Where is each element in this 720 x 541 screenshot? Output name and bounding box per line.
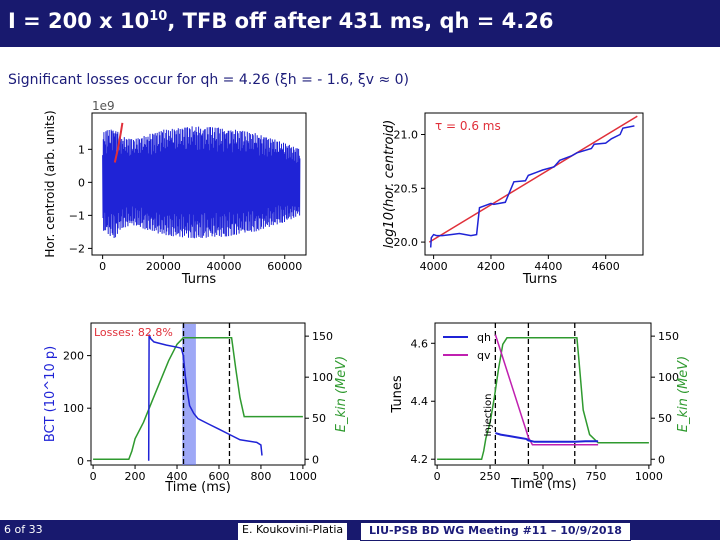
- bct-chart: 0 200 400 600 800 1000 0 100 200 0 50 100 150 Losses…: [43, 322, 349, 495]
- legend-label-qv: qv: [477, 349, 491, 362]
- footer: 6 of 33 E. Koukovini-Platia LIU-PSB BD W…: [0, 520, 720, 541]
- x-tick-label: 200: [125, 470, 146, 483]
- plot-frame: [424, 112, 644, 256]
- x-tick-label: 0: [99, 260, 106, 273]
- y-tick-label: 4.6: [411, 337, 429, 350]
- slide-subtitle: Significant losses occur for qh = 4.26 (…: [8, 72, 410, 88]
- x-tick-label: 250: [480, 470, 501, 483]
- x-tick-label: 400: [167, 470, 188, 483]
- y2-tick-label: 150: [312, 330, 333, 343]
- centroid-signal: [102, 126, 301, 239]
- y-tick-label: 21.0: [394, 129, 419, 142]
- y2-tick-label: 100: [658, 371, 679, 384]
- x-tick-label: 500: [533, 470, 554, 483]
- x-tick-label: 600: [208, 470, 229, 483]
- title-bar: I = 200 x 1010, TFB off after 431 ms, qh…: [0, 0, 720, 47]
- tunes-chart: 0 250 500 750 1000 4.2 4.4 4.6 0 50 100 150 qh qv I…: [390, 322, 691, 483]
- title-pre: I = 200 x 10: [8, 9, 150, 33]
- x-tick-label: 0: [90, 470, 97, 483]
- y-axis-label: Tunes: [390, 375, 405, 413]
- y-tick-label: 0: [77, 455, 84, 468]
- plot-frame: [434, 322, 652, 466]
- footer-author: E. Koukovini-Platia: [238, 523, 348, 540]
- footer-meeting: LIU-PSB BD WG Meeting #11 – 10/9/2018: [360, 522, 631, 541]
- y-tick-label: 200: [63, 350, 84, 363]
- turns-chart: 0 20000 40000 60000 −2 −1 0 1 1e9 Turns Hor. ce…: [43, 99, 307, 287]
- y-tick-label: 100: [63, 402, 84, 415]
- x-axis-label: Turns: [522, 272, 558, 287]
- y2-tick-label: 100: [312, 371, 333, 384]
- x-tick-label: 40000: [207, 260, 242, 273]
- x-tick-label: 60000: [267, 260, 302, 273]
- y2-axis-label: E_kin (MeV): [334, 356, 349, 432]
- y2-tick-label: 50: [658, 412, 672, 425]
- offset-label: 1e9: [92, 99, 115, 113]
- x-tick-label: 800: [250, 470, 271, 483]
- y-axis-label: Hor. centroid (arb. units): [43, 110, 57, 257]
- x-axis-label: Turns: [181, 272, 217, 287]
- time-axis-label: Time (ms): [511, 477, 577, 492]
- y-tick-label: 20.0: [394, 236, 419, 249]
- y-tick-label: 1: [78, 143, 85, 156]
- x-tick-label: 4200: [477, 260, 505, 273]
- y2-tick-label: 0: [658, 453, 665, 466]
- plot-frame: [91, 112, 307, 256]
- qh-line: [495, 432, 599, 443]
- legend: qh qv: [443, 331, 491, 362]
- tau-annotation: τ = 0.6 ms: [435, 119, 501, 133]
- x-tick-label: 20000: [146, 260, 181, 273]
- y-axis-label: BCT (10^10 p): [43, 346, 58, 442]
- x-tick-label: 0: [434, 470, 441, 483]
- y-tick-label: 0: [78, 176, 85, 189]
- y-tick-label: 4.2: [411, 453, 429, 466]
- growth-fit-line: [113, 122, 124, 163]
- page-number: 6 of 33: [4, 523, 43, 536]
- y-tick-label: −1: [69, 209, 85, 222]
- loss-band: [182, 324, 196, 465]
- ekin-line: [93, 337, 303, 461]
- y2-tick-label: 150: [658, 330, 679, 343]
- log-centroid-line: [429, 125, 635, 248]
- x-tick-label: 4000: [420, 260, 448, 273]
- y2-tick-label: 0: [312, 453, 319, 466]
- y2-axis-label: E_kin (MeV): [676, 356, 691, 432]
- title-post: , TFB off after 431 ms, qh = 4.26: [167, 9, 554, 33]
- x-tick-label: 1000: [635, 470, 663, 483]
- x-tick-label: 1000: [289, 470, 317, 483]
- x-tick-label: 4400: [534, 260, 562, 273]
- legend-label-qh: qh: [477, 331, 491, 344]
- qv-line: [494, 334, 599, 446]
- bct-line: [147, 334, 263, 461]
- slide-title: I = 200 x 1010, TFB off after 431 ms, qh…: [8, 9, 553, 33]
- y-axis-label: log10(hor. centroid): [382, 120, 397, 249]
- x-tick-label: 750: [585, 470, 606, 483]
- y2-tick-label: 50: [312, 412, 326, 425]
- x-tick-label: 4600: [592, 260, 620, 273]
- y-tick-label: −2: [69, 242, 85, 255]
- losses-annotation: Losses: 82.8%: [94, 326, 173, 339]
- exponential-fit-line: [428, 115, 638, 243]
- y-tick-label: 20.5: [394, 182, 419, 195]
- ekin-line: [437, 337, 649, 461]
- y-tick-label: 4.4: [411, 395, 429, 408]
- plot-frame: [90, 322, 306, 466]
- x-axis-label: Time (ms): [164, 480, 231, 495]
- injection-label: Injection: [483, 394, 494, 437]
- title-superscript: 10: [149, 9, 168, 24]
